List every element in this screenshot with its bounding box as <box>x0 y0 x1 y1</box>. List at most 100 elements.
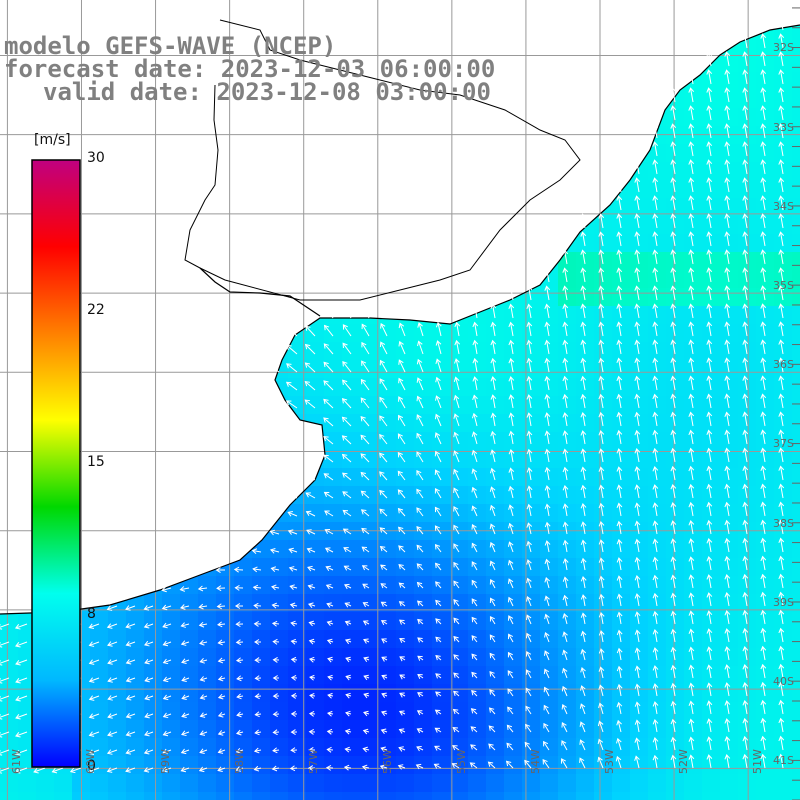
wind-cell <box>504 684 522 702</box>
wind-cell <box>792 792 800 800</box>
wind-cell <box>774 342 792 360</box>
wind-cell <box>738 378 756 396</box>
wind-cell <box>216 774 234 792</box>
wind-cell <box>720 684 738 702</box>
wind-cell <box>342 774 360 792</box>
wind-cell <box>342 612 360 630</box>
wind-cell <box>684 216 702 234</box>
wind-cell <box>558 450 576 468</box>
wind-cell <box>558 648 576 666</box>
wind-cell <box>666 450 684 468</box>
wind-cell <box>594 468 612 486</box>
wind-cell <box>396 756 414 774</box>
lon-label: 59W <box>158 749 172 774</box>
wind-cell <box>234 630 252 648</box>
colorbar-tick-30: 30 <box>87 150 105 166</box>
wind-cell <box>126 756 144 774</box>
wind-cell <box>594 378 612 396</box>
wind-cell <box>720 306 738 324</box>
wind-cell <box>792 324 800 342</box>
wind-cell <box>378 630 396 648</box>
wind-cell <box>540 720 558 738</box>
wind-cell <box>540 630 558 648</box>
wind-cell <box>360 648 378 666</box>
wind-cell <box>702 540 720 558</box>
wind-cell <box>720 270 738 288</box>
wind-cell <box>666 792 684 800</box>
wind-cell <box>738 720 756 738</box>
wind-cell <box>774 324 792 342</box>
wind-cell <box>630 450 648 468</box>
wind-cell <box>666 396 684 414</box>
wind-cell <box>468 576 486 594</box>
wind-cell <box>702 558 720 576</box>
wind-cell <box>234 684 252 702</box>
wind-cell <box>684 198 702 216</box>
wind-cell <box>432 612 450 630</box>
wind-cell <box>198 612 216 630</box>
wind-cell <box>756 342 774 360</box>
wind-cell <box>234 576 252 594</box>
wind-cell <box>216 594 234 612</box>
wind-cell <box>342 540 360 558</box>
wind-cell <box>576 756 594 774</box>
wind-cell <box>756 234 774 252</box>
wind-cell <box>594 216 612 234</box>
wind-cell <box>504 342 522 360</box>
wind-cell <box>468 558 486 576</box>
wind-cell <box>252 702 270 720</box>
lat-label: 39S <box>773 595 794 609</box>
wind-cell <box>702 180 720 198</box>
lat-label: 40S <box>773 675 794 689</box>
wind-cell <box>0 666 18 684</box>
wind-cell <box>558 702 576 720</box>
wind-cell <box>414 666 432 684</box>
wind-cell <box>324 774 342 792</box>
wind-cell <box>774 288 792 306</box>
wind-cell <box>702 252 720 270</box>
wind-cell <box>756 594 774 612</box>
wind-cell <box>792 360 800 378</box>
wind-cell <box>702 684 720 702</box>
wind-cell <box>738 216 756 234</box>
wind-cell <box>720 198 738 216</box>
wind-cell <box>792 432 800 450</box>
wind-cell <box>504 630 522 648</box>
wind-cell <box>468 378 486 396</box>
wind-cell <box>774 540 792 558</box>
wind-cell <box>738 414 756 432</box>
wind-cell <box>738 432 756 450</box>
wind-cell <box>324 540 342 558</box>
wind-cell <box>738 108 756 126</box>
wind-cell <box>378 414 396 432</box>
wind-cell <box>360 468 378 486</box>
colorbar-unit-label: [m/s] <box>34 132 71 148</box>
wind-cell <box>216 684 234 702</box>
wind-cell <box>630 252 648 270</box>
wind-cell <box>378 540 396 558</box>
wind-cell <box>360 540 378 558</box>
wind-cell <box>774 450 792 468</box>
wind-cell <box>396 774 414 792</box>
wind-cell <box>396 558 414 576</box>
valid-date: valid date: 2023-12-08 03:00:00 <box>43 78 491 106</box>
wind-cell <box>774 774 792 792</box>
wind-cell <box>738 684 756 702</box>
wind-cell <box>702 234 720 252</box>
lon-label: 51W <box>751 749 765 774</box>
wind-cell <box>0 630 18 648</box>
wind-cell <box>342 792 360 800</box>
wind-cell <box>576 702 594 720</box>
wind-cell <box>522 414 540 432</box>
wind-cell <box>540 594 558 612</box>
wind-cell <box>54 792 72 800</box>
wind-cell <box>756 396 774 414</box>
wind-cell <box>342 684 360 702</box>
wind-cell <box>738 180 756 198</box>
wind-cell <box>450 702 468 720</box>
wind-cell <box>792 162 800 180</box>
wind-cell <box>504 774 522 792</box>
wind-cell <box>360 612 378 630</box>
wind-cell <box>468 612 486 630</box>
wind-cell <box>576 558 594 576</box>
